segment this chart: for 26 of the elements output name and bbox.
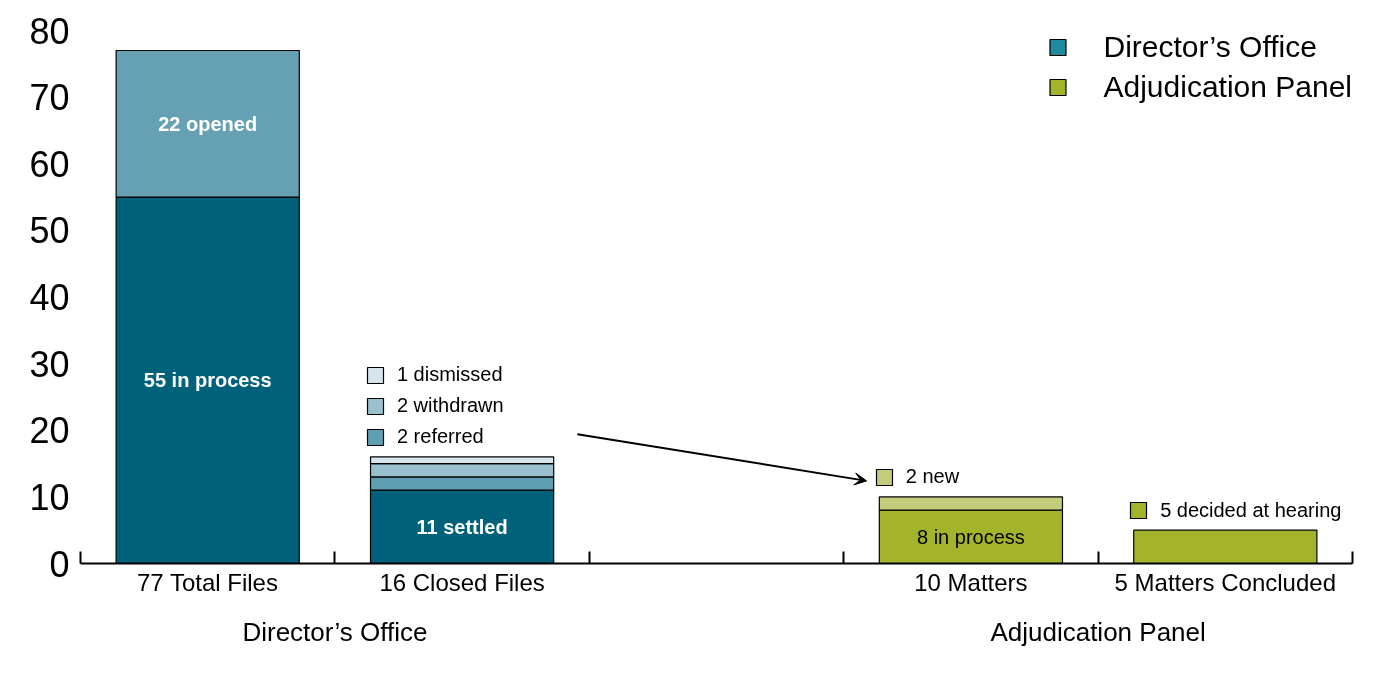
x-tick-label: 5 Matters Concluded bbox=[1114, 568, 1337, 596]
legend-label: 5 decided at hearing bbox=[1160, 498, 1342, 522]
legend-label: Adjudication Panel bbox=[1103, 70, 1352, 104]
legend-label: 1 dismissed bbox=[396, 363, 503, 387]
legend-label: 2 referred bbox=[396, 425, 484, 449]
y-tick-label: 20 bbox=[29, 410, 70, 452]
data-label: 8 in process bbox=[916, 525, 1025, 548]
y-tick-label: 30 bbox=[29, 343, 70, 385]
y-tick-label: 0 bbox=[49, 543, 70, 585]
y-tick-label: 40 bbox=[29, 277, 70, 318]
y-tick-label: 50 bbox=[29, 210, 70, 252]
data-label: 55 in process bbox=[143, 369, 272, 392]
legend-label: 2 new bbox=[905, 465, 960, 489]
y-tick-label: 80 bbox=[29, 10, 70, 52]
legend-label: 2 withdrawn bbox=[396, 394, 504, 418]
y-tick-label: 10 bbox=[29, 476, 70, 518]
x-tick-label: 16 Closed Files bbox=[379, 568, 545, 596]
text: Adjudication Panel bbox=[990, 616, 1206, 647]
text: Director’s Office bbox=[242, 616, 428, 647]
x-tick-label: 10 Matters bbox=[914, 568, 1028, 596]
y-tick-label: 60 bbox=[29, 143, 70, 185]
legend-label: Director’s Office bbox=[1103, 30, 1317, 64]
data-label: 22 opened bbox=[158, 112, 258, 135]
data-label: 11 settled bbox=[416, 515, 508, 538]
x-tick-label: 77 Total Files bbox=[137, 568, 278, 596]
y-tick-label: 70 bbox=[29, 77, 70, 119]
